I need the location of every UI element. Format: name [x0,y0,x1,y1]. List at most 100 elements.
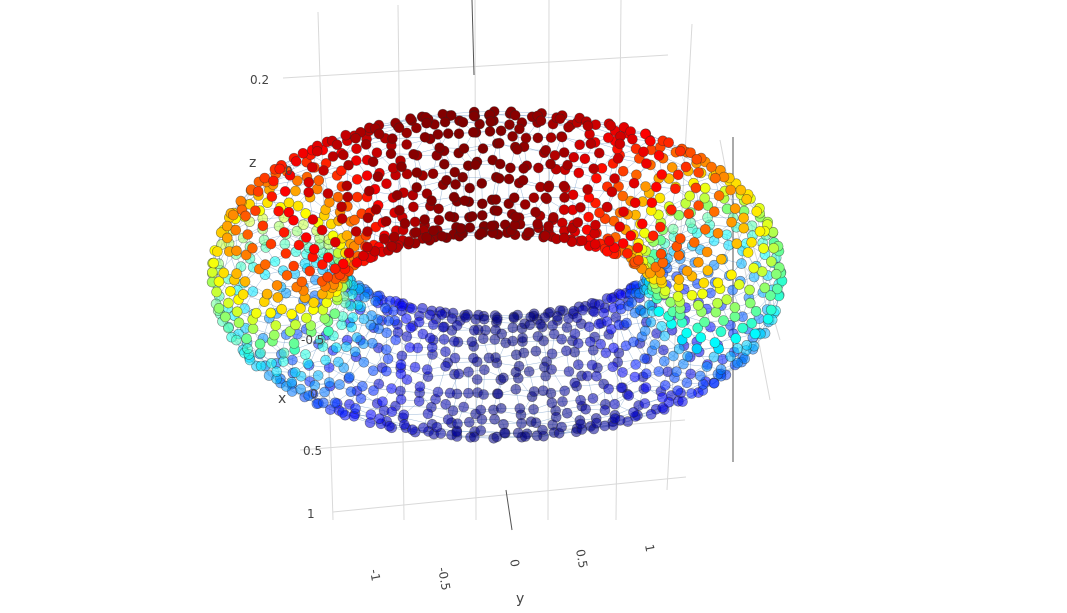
scatter-point [478,313,490,325]
scatter-point [533,162,544,174]
scatter-point [394,204,405,216]
scatter-point [278,227,290,238]
scatter-point [558,204,570,215]
scatter-point [334,379,345,390]
scatter-point [645,408,657,420]
scatter-point [639,325,651,337]
scatter-point [250,307,262,319]
scatter-point [350,133,362,144]
scatter-point [467,127,479,138]
scatter-point [494,158,506,170]
scatter-point [495,125,507,137]
scatter-point [405,322,416,334]
scatter-point [580,403,592,415]
scatter-point [540,145,552,156]
scatter-point [358,313,370,325]
scatter-point [386,383,397,394]
scatter-point [735,184,747,196]
scatter-point [591,417,602,429]
scatter-point [343,159,354,171]
scatter-point [309,380,321,391]
scatter-point [729,311,741,323]
scatter-point [303,177,315,188]
scatter-point [653,366,665,377]
scatter-point [709,337,721,348]
scatter-point [509,110,521,121]
scatter-point [507,131,518,142]
scatter-point [274,163,286,175]
scatter-point [537,385,549,397]
scatter-point [579,153,591,165]
scatter-point [317,259,328,270]
scatter-point [668,350,679,362]
scatter-point [609,173,621,184]
scatter-point [751,206,763,217]
scatter-point [242,229,253,240]
scatter-point [231,334,242,346]
scatter-point [218,267,229,279]
scatter-point [419,214,431,225]
scatter-point [329,308,341,320]
scatter-point [535,318,546,330]
scatter-point [746,317,758,329]
x-axis-title: x [278,391,286,407]
scatter-point [396,300,408,312]
scatter-point [508,192,520,203]
scatter-point [322,271,334,283]
scatter-point [370,295,381,307]
scatter-point [639,398,651,409]
scatter-point [479,364,490,376]
scatter-point [628,177,640,189]
scatter-point [699,224,711,235]
scatter-point [411,182,423,193]
scatter-point [350,226,362,237]
scatter-point [673,343,685,355]
scatter-point [640,382,652,393]
scatter-point [477,333,489,345]
scatter-point [697,288,708,300]
scatter-point [284,170,296,181]
scatter-point [709,172,721,184]
scatter-point [359,291,371,303]
scatter-point [406,303,418,314]
scatter-point [312,370,324,381]
scatter-point [475,227,487,239]
scatter-point [408,201,419,213]
scatter-point [617,367,628,378]
scatter-point [213,276,225,287]
scatter-point [476,178,488,189]
scatter-point [623,390,635,401]
scatter-point [358,250,369,262]
scatter-point [692,322,704,334]
scatter-point [731,238,743,249]
z-axis-title: z [249,155,256,171]
scatter-point [290,319,301,331]
scatter-point [520,132,532,144]
scatter-point [532,218,543,230]
scatter-point [466,211,478,222]
scatter-point [721,229,733,241]
scatter-point [250,205,261,216]
scatter-point [468,324,480,336]
scatter-point [287,354,298,366]
scatter-point [584,336,596,348]
scatter-point [276,303,288,315]
scatter-point [268,329,280,341]
scatter-point [242,343,253,355]
scatter-point [680,161,692,173]
scatter-point [708,206,720,217]
scatter-point [475,404,487,416]
scatter-point [498,372,509,384]
scatter-point [386,241,398,252]
scatter-point [577,304,589,316]
scatter-point [451,320,463,331]
scatter-point [306,162,318,173]
scatter-point [323,325,334,337]
scatter-point [426,342,438,353]
scatter-point [336,165,347,177]
scatter-point [307,214,319,225]
scatter-point [346,321,358,333]
scatter-point [265,238,277,250]
scatter-point [539,230,551,242]
